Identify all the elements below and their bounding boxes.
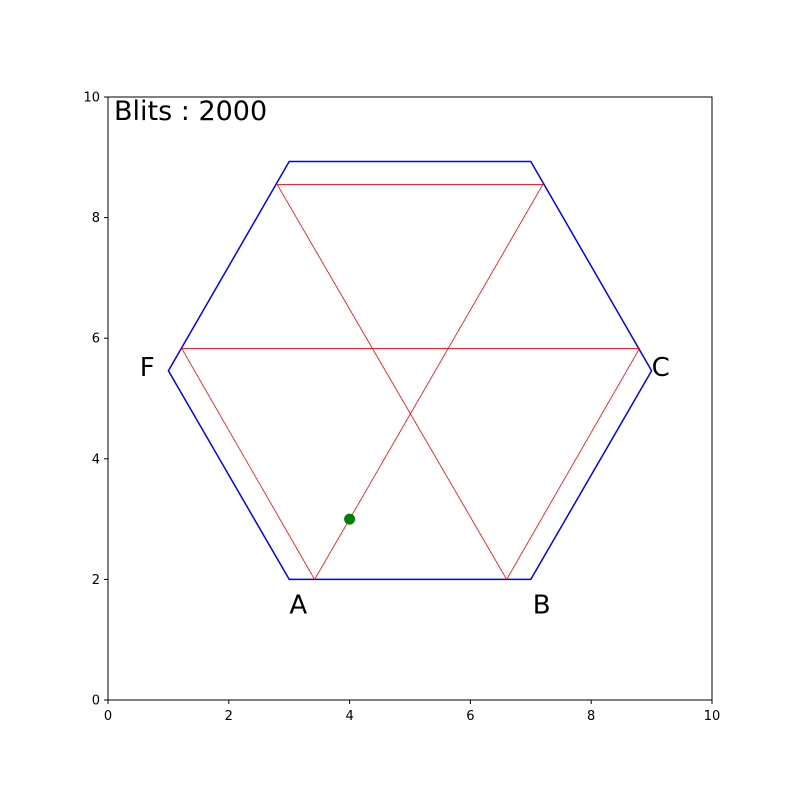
x-tick-label: 6 bbox=[466, 709, 474, 724]
x-tick-label: 0 bbox=[104, 709, 112, 724]
plot-area bbox=[167, 160, 653, 581]
x-tick-label: 10 bbox=[704, 709, 721, 724]
vertex-label-c: C bbox=[652, 353, 670, 383]
vertex-labels: A B C F bbox=[140, 353, 670, 621]
x-tick-label: 4 bbox=[345, 709, 353, 724]
y-axis-ticks: 0 2 4 6 8 10 bbox=[83, 91, 108, 709]
blit-counter: Blits : 2000 bbox=[114, 96, 267, 127]
x-tick-label: 2 bbox=[225, 709, 233, 724]
reflection-path bbox=[180, 184, 641, 581]
vertex-label-f: F bbox=[140, 353, 155, 383]
axes-frame bbox=[107, 96, 713, 701]
x-axis-ticks: 0 2 4 6 8 10 bbox=[104, 700, 720, 724]
y-tick-label: 6 bbox=[92, 332, 100, 347]
hexagon-outline bbox=[167, 160, 653, 581]
y-tick-label: 4 bbox=[92, 452, 100, 467]
y-tick-label: 2 bbox=[92, 573, 100, 588]
y-tick-label: 0 bbox=[92, 694, 100, 709]
x-tick-label: 8 bbox=[587, 709, 595, 724]
vertex-label-a: A bbox=[289, 591, 307, 621]
vertex-label-b: B bbox=[533, 591, 551, 621]
y-tick-label: 10 bbox=[83, 91, 100, 106]
current-position-marker bbox=[344, 513, 356, 525]
y-tick-label: 8 bbox=[92, 211, 100, 226]
